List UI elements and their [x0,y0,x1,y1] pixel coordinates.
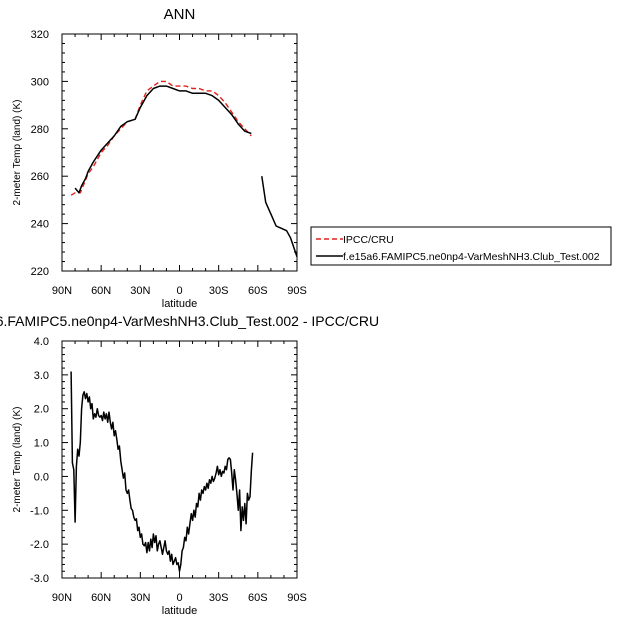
y-tick-label: 240 [31,219,49,231]
x-tick-label: 90N [52,592,72,604]
y-axis-label: 2-meter Temp (land) (K) [12,100,23,206]
bottom-chart: a6.FAMIPC5.ne0np4-VarMeshNH3.Club_Test.0… [0,313,379,617]
x-tick-label: 60N [91,285,111,297]
y-tick-label: 3.0 [34,370,49,382]
x-axis-label: latitude [162,605,197,617]
x-tick-label: 60N [91,592,111,604]
legend-box [310,226,612,266]
x-tick-label: 90N [52,285,72,297]
plot-frame [61,340,298,579]
y-axis-label: 2-meter Temp (land) (K) [12,407,23,513]
x-tick-label: 0 [176,592,182,604]
x-tick-label: 0 [176,285,182,297]
x-tick-label: 30N [130,592,150,604]
legend: IPCC/CRU f.e15a6.FAMIPC5.ne0np4-VarMeshNH… [310,226,612,266]
y-tick-label: 1.0 [34,438,49,450]
x-tick-label: 90S [287,285,307,297]
y-tick-label: -2.0 [30,539,49,551]
top-chart: ANN 90N 60N 30N 0 30S 60S 90S 220 240 260 280 300 320… [12,6,307,310]
legend-label-0: IPCC/CRU [343,234,394,246]
series-line-0-1-0 [74,85,252,194]
y-tick-label: -1.0 [30,505,49,517]
series-line-1-0-0 [70,371,254,572]
y-tick-label: 220 [31,266,49,278]
y-tick-label: 0.0 [34,471,49,483]
y-tick-label: 4.0 [34,336,49,348]
plot-frame [61,33,298,272]
y-tick-label: 320 [31,29,49,41]
x-axis-label: latitude [162,298,197,310]
x-tick-label: 30S [209,285,229,297]
chart-title: ANN [164,6,196,23]
y-tick-label: 260 [31,171,49,183]
y-tick-label: 280 [31,124,49,136]
y-tick-label: 2.0 [34,404,49,416]
series-line-0-1-1 [261,176,298,258]
x-tick-label: 60S [248,285,268,297]
x-tick-label: 90S [287,592,307,604]
chart-title: a6.FAMIPC5.ne0np4-VarMeshNH3.Club_Test.0… [0,313,379,329]
x-tick-label: 60S [248,592,268,604]
x-tick-label: 30N [130,285,150,297]
x-tick-label: 30S [209,592,229,604]
series-line-0-0-0 [70,80,252,196]
y-tick-label: 300 [31,76,49,88]
legend-label-1: f.e15a6.FAMIPC5.ne0np4-VarMeshNH3.Club_T… [343,251,600,263]
y-tick-label: -3.0 [30,573,49,585]
